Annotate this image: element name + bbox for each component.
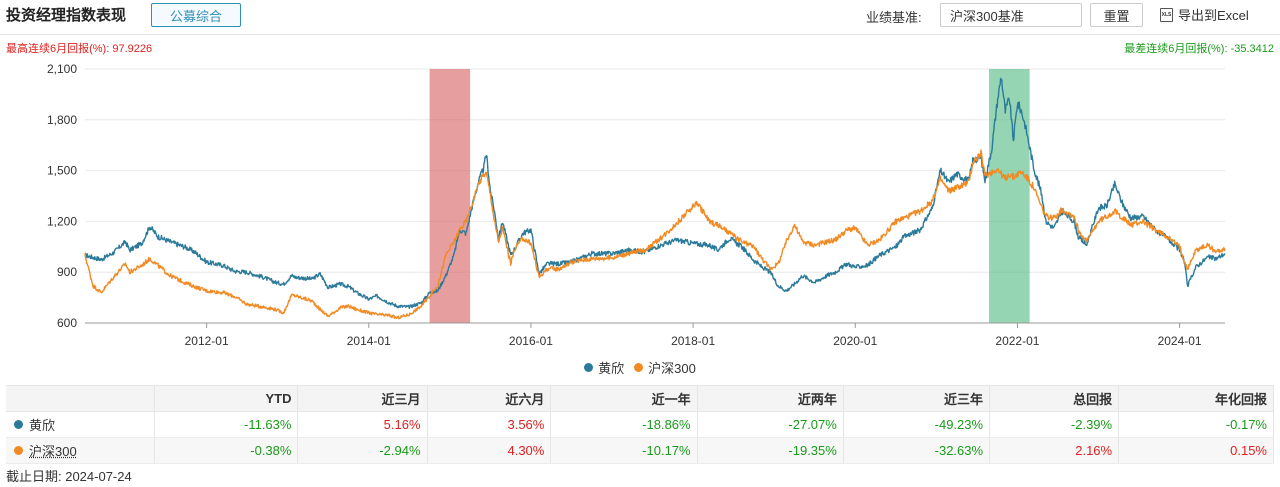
series-line-index [84,149,1226,320]
header-cell: 近三月 [297,385,428,412]
header-cell [6,385,155,412]
row-name-cell: 黄欣 [6,411,155,438]
value-cell: -32.63% [843,437,991,464]
legend-item-manager[interactable]: 黄欣 [584,358,624,377]
x-axis: 2012-01 2014-01 2016-01 2018-01 2020-01 2022-… [85,322,1225,348]
value-cell: -49.23% [843,411,991,438]
returns-table: YTD 近三月 近六月 近一年 近两年 近三年 总回报 年化回报 黄欣 -11.… [6,385,1274,464]
y-tick-label: 1,800 [47,113,77,127]
row-dot-index [14,446,23,455]
chart-grid [85,68,1225,324]
x-tick-label: 2014-01 [347,334,391,348]
x-tick-label: 2020-01 [833,334,877,348]
series-line-manager [84,77,1226,310]
y-axis: 600 900 1,200 1,500 1,800 2,100 [47,62,77,330]
table-row: 黄欣 -11.63% 5.16% 3.56% -18.86% -27.07% -… [6,411,1274,438]
y-tick-label: 1,200 [47,214,77,228]
reset-button[interactable]: 重置 [1090,3,1143,27]
table-row: 沪深300 -0.38% -2.94% 4.30% -10.17% -19.35… [6,437,1274,464]
chart-series [84,77,1226,320]
value-cell: -19.35% [697,437,844,464]
header: 投资经理指数表现 公募综合 业绩基准: 沪深300基准 重置 XLS 导出到Ex… [0,0,1280,30]
chart-bands [429,69,1030,323]
x-tick-label: 2022-01 [995,334,1039,348]
performance-chart: 600 900 1,200 1,500 1,800 2,100 2012-01 2014-0… [47,62,1226,348]
value-cell: -0.38% [154,437,299,464]
header-cell: 近一年 [550,385,698,412]
value-cell: -2.39% [989,411,1120,438]
row-dot-manager [14,420,23,429]
y-tick-label: 2,100 [47,62,77,76]
value-cell: 5.16% [297,411,428,438]
value-cell: 0.15% [1118,437,1274,464]
worst-period-band [989,69,1030,323]
value-cell: -0.17% [1118,411,1274,438]
y-tick-label: 600 [57,316,77,330]
row-name-cell: 沪深300 [6,437,155,464]
as-of-date: 截止日期: 2024-07-24 [6,469,132,484]
value-cell: -18.86% [550,411,698,438]
worst-6m-return: 最差连续6月回报(%): -35.3412 [1124,43,1274,55]
value-cell: -11.63% [154,411,299,438]
header-cell: 年化回报 [1118,385,1274,412]
legend-label-manager: 黄欣 [598,361,625,376]
value-cell: -27.07% [697,411,844,438]
x-tick-label: 2018-01 [671,334,715,348]
row-name: 黄欣 [29,418,56,433]
export-label: 导出到Excel [1178,8,1249,23]
y-tick-label: 1,500 [47,164,77,178]
header-cell: 近两年 [697,385,844,412]
returns-table-header: YTD 近三月 近六月 近一年 近两年 近三年 总回报 年化回报 [6,385,1274,412]
x-tick-label: 2012-01 [185,334,229,348]
header-divider [0,34,1280,35]
page-title: 投资经理指数表现 [6,7,127,24]
benchmark-label: 业绩基准: [866,10,922,25]
legend-label-index: 沪深300 [648,361,696,376]
y-tick-label: 900 [57,265,77,279]
legend-dot-index [634,363,644,372]
row-name: 沪深300 [29,444,77,459]
xls-file-icon: XLS [1160,7,1173,22]
value-cell: 4.30% [427,437,552,464]
x-tick-label: 2016-01 [509,334,553,348]
tab-public-fund-composite[interactable]: 公募综合 [151,3,241,27]
value-cell: -10.17% [550,437,698,464]
value-cell: -2.94% [297,437,428,464]
value-cell: 2.16% [989,437,1120,464]
export-excel-button[interactable]: XLS 导出到Excel [1160,5,1249,24]
legend-item-index[interactable]: 沪深300 [634,358,696,377]
value-cell: 3.56% [427,411,552,438]
header-cell: 近六月 [427,385,552,412]
header-cell: 总回报 [989,385,1120,412]
best-period-band [429,69,471,323]
legend-dot-manager [584,363,594,372]
header-cell: 近三年 [843,385,991,412]
x-tick-label: 2024-01 [1158,334,1202,348]
header-cell: YTD [154,385,299,412]
benchmark-select[interactable]: 沪深300基准 [940,3,1082,27]
best-6m-return: 最高连续6月回报(%): 97.9226 [6,43,153,55]
chart-legend: 黄欣 沪深300 [0,358,1280,377]
